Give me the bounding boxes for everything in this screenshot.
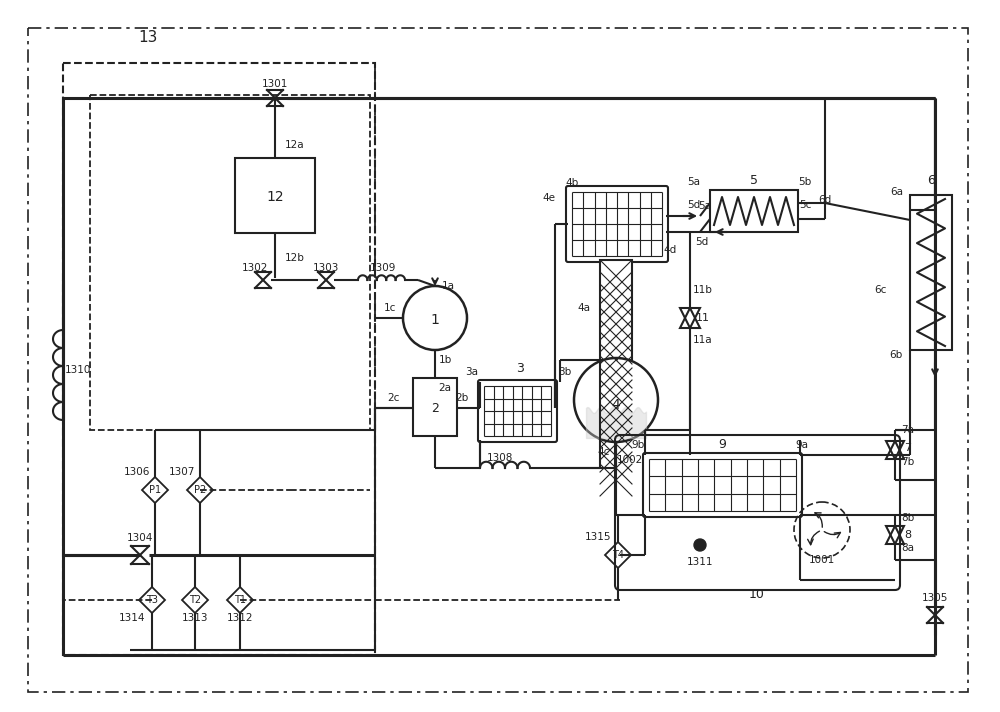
Text: 9: 9 xyxy=(718,439,726,451)
Text: 11a: 11a xyxy=(693,335,713,345)
Text: 5: 5 xyxy=(750,174,758,187)
Text: 6d: 6d xyxy=(818,195,832,205)
Text: T1: T1 xyxy=(234,595,246,605)
Text: 7b: 7b xyxy=(901,457,915,467)
Circle shape xyxy=(574,358,658,442)
Text: 9a: 9a xyxy=(796,440,808,450)
Text: 4: 4 xyxy=(612,398,620,412)
Text: 2c: 2c xyxy=(387,393,399,403)
Text: 3: 3 xyxy=(516,362,524,375)
Bar xyxy=(235,158,315,233)
Text: 4c: 4c xyxy=(598,447,610,457)
Text: 1002: 1002 xyxy=(617,455,643,465)
Text: T3: T3 xyxy=(146,595,158,605)
Text: 11: 11 xyxy=(696,313,710,323)
Text: 1a: 1a xyxy=(442,281,454,291)
Text: T4: T4 xyxy=(612,550,624,560)
Text: 6a: 6a xyxy=(890,187,903,197)
Text: 8b: 8b xyxy=(901,513,915,523)
Bar xyxy=(413,378,457,436)
Text: 4d: 4d xyxy=(663,245,677,255)
Text: 12: 12 xyxy=(266,190,284,204)
Text: 8a: 8a xyxy=(902,543,914,553)
Text: 1c: 1c xyxy=(384,303,396,313)
Text: 1310: 1310 xyxy=(65,365,91,375)
Text: 4e: 4e xyxy=(542,193,555,203)
Text: 1: 1 xyxy=(431,313,439,327)
Text: 2a: 2a xyxy=(438,383,452,393)
Text: 1304: 1304 xyxy=(127,533,153,543)
Text: 1303: 1303 xyxy=(313,263,339,273)
Text: 1001: 1001 xyxy=(809,555,835,565)
Text: P1: P1 xyxy=(149,485,161,495)
Text: 1308: 1308 xyxy=(487,453,513,463)
Text: 5d: 5d xyxy=(695,237,709,247)
Text: 10: 10 xyxy=(749,589,765,602)
Text: 3b: 3b xyxy=(558,367,571,377)
Text: 1315: 1315 xyxy=(585,532,611,542)
Bar xyxy=(600,260,632,360)
Text: 7: 7 xyxy=(904,443,912,453)
Text: 5a: 5a xyxy=(698,201,712,211)
Text: 12a: 12a xyxy=(285,140,305,150)
Text: 6b: 6b xyxy=(890,350,903,360)
Text: 5a: 5a xyxy=(687,177,700,187)
Text: 11b: 11b xyxy=(693,285,713,295)
Text: 1314: 1314 xyxy=(119,613,145,623)
Bar xyxy=(710,190,798,232)
Text: 1306: 1306 xyxy=(124,467,150,477)
Text: 1312: 1312 xyxy=(227,613,253,623)
Text: 12b: 12b xyxy=(285,253,305,263)
Text: 1301: 1301 xyxy=(262,79,288,89)
Text: P2: P2 xyxy=(194,485,206,495)
Text: 4a: 4a xyxy=(577,303,590,313)
Text: 5d: 5d xyxy=(687,200,700,210)
Circle shape xyxy=(694,539,706,551)
Text: 8: 8 xyxy=(904,530,912,540)
Text: 5b: 5b xyxy=(798,177,812,187)
Text: 13: 13 xyxy=(138,31,158,46)
Text: 1302: 1302 xyxy=(242,263,268,273)
Text: 1309: 1309 xyxy=(370,263,396,273)
Text: 6c: 6c xyxy=(874,285,886,295)
Text: 1313: 1313 xyxy=(182,613,208,623)
Text: 3a: 3a xyxy=(465,367,478,377)
Text: 1311: 1311 xyxy=(687,557,713,567)
Text: 7a: 7a xyxy=(902,425,914,435)
Text: 5c: 5c xyxy=(799,200,811,210)
Text: 2: 2 xyxy=(431,402,439,414)
Text: 1307: 1307 xyxy=(169,467,195,477)
Text: 2b: 2b xyxy=(455,393,469,403)
Text: 6: 6 xyxy=(927,174,935,187)
Bar xyxy=(910,195,952,350)
Text: 9b: 9b xyxy=(631,440,645,450)
Text: 4b: 4b xyxy=(565,178,579,188)
Text: 1305: 1305 xyxy=(922,593,948,603)
Text: T2: T2 xyxy=(189,595,201,605)
Text: 1b: 1b xyxy=(438,355,452,365)
